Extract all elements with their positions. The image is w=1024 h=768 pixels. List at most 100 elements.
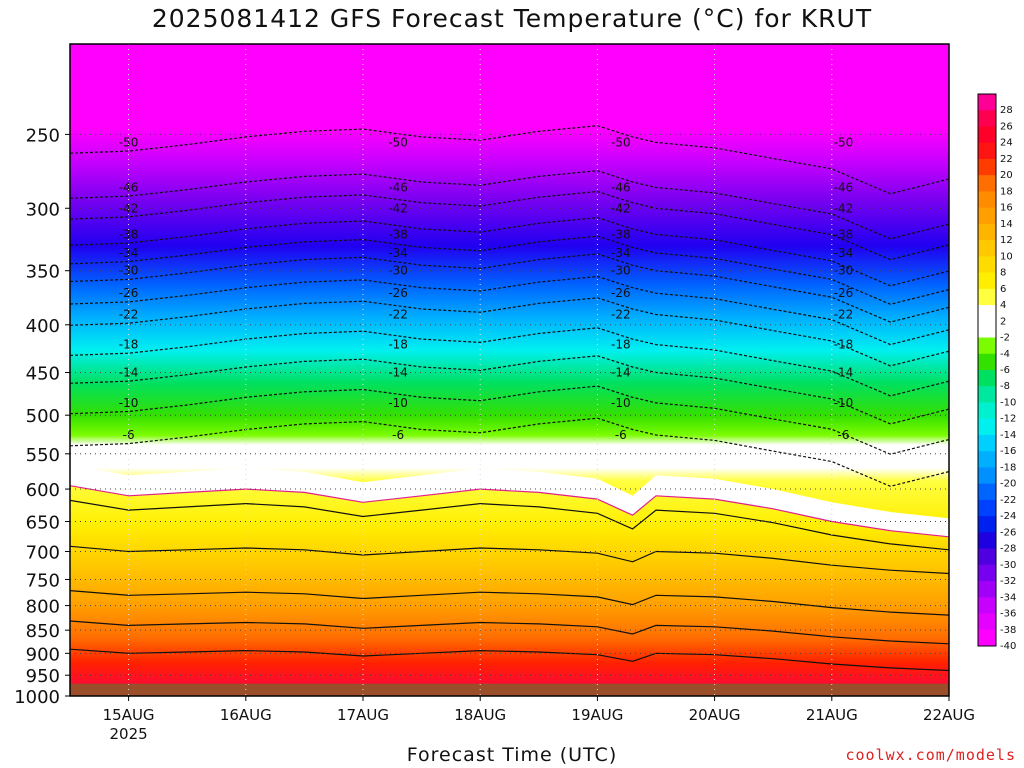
contour-line xyxy=(70,545,949,575)
colorbar-swatch xyxy=(978,629,996,647)
x-tick-sublabel: 2025 xyxy=(110,725,148,743)
colorbar-swatch xyxy=(978,532,996,550)
y-tick-label: 300 xyxy=(26,199,60,220)
colorbar-label: 26 xyxy=(1000,121,1013,132)
colorbar-swatch xyxy=(978,191,996,209)
x-tick-label: 18AUG xyxy=(454,706,506,724)
colorbar-label: -10 xyxy=(1000,397,1016,408)
contour-label: -38 xyxy=(388,227,408,241)
y-tick-label: 750 xyxy=(26,570,60,591)
y-tick-label: 900 xyxy=(26,644,60,665)
contour-label: -6 xyxy=(838,428,850,442)
colorbar-swatch xyxy=(978,158,996,176)
contour-label: -26 xyxy=(834,286,854,300)
colorbar-label: -28 xyxy=(1000,544,1016,555)
contour-label: -50 xyxy=(119,135,139,149)
contour-label: -10 xyxy=(388,396,408,410)
contour-label: -18 xyxy=(388,338,408,352)
y-tick-label: 450 xyxy=(26,364,60,385)
plot-frame xyxy=(69,43,950,697)
y-tick-label: 400 xyxy=(26,316,60,337)
colorbar-label: 10 xyxy=(1000,251,1013,262)
colorbar-swatch xyxy=(978,516,996,533)
colorbar-swatch xyxy=(978,597,996,615)
contour-label: -18 xyxy=(834,338,854,352)
contour-label: -46 xyxy=(611,180,631,194)
contour-label: -50 xyxy=(388,135,408,149)
contour-line xyxy=(70,190,949,261)
y-tick-label: 950 xyxy=(26,666,60,687)
colorbar-swatch xyxy=(978,418,996,436)
colorbar-label: 12 xyxy=(1000,235,1013,246)
colorbar-swatch xyxy=(978,272,996,290)
colorbar-label: -22 xyxy=(1000,495,1016,506)
y-tick-label: 250 xyxy=(26,125,60,146)
colorbar-label: -8 xyxy=(1000,381,1010,392)
credit-link[interactable]: coolwx.com/models xyxy=(845,746,1016,764)
colorbar-swatch xyxy=(978,110,996,127)
contour-label: -18 xyxy=(611,338,631,352)
colorbar-swatch xyxy=(978,321,996,339)
contour-label: -26 xyxy=(388,286,408,300)
contour-label: -22 xyxy=(611,308,631,322)
x-tick-label: 16AUG xyxy=(220,706,272,724)
colorbar-label: 14 xyxy=(1000,219,1013,230)
y-tick-label: 550 xyxy=(26,445,60,466)
colorbar-swatch xyxy=(978,175,996,192)
colorbar-label: -38 xyxy=(1000,625,1016,636)
contour-label: -14 xyxy=(388,366,408,380)
freezing-band xyxy=(70,464,949,537)
colorbar-label: -12 xyxy=(1000,414,1016,425)
colorbar-frame xyxy=(977,93,997,647)
contour-line xyxy=(70,216,949,287)
freezing-line xyxy=(70,485,949,538)
colorbar-label: 18 xyxy=(1000,186,1013,197)
contour-label: -14 xyxy=(119,366,139,380)
contour-label: -38 xyxy=(834,227,854,241)
y-tick-label: 700 xyxy=(26,543,60,564)
x-tick-label: 17AUG xyxy=(337,706,389,724)
x-tick-label: 19AUG xyxy=(571,706,623,724)
colorbar-label: -20 xyxy=(1000,479,1016,490)
contour-line xyxy=(70,235,949,305)
colorbar-label: -6 xyxy=(1000,365,1010,376)
ground-area xyxy=(70,683,949,696)
colorbar-swatch xyxy=(978,581,996,598)
y-tick-label: 800 xyxy=(26,597,60,618)
colorbar-swatch xyxy=(978,94,996,111)
contour-label: -10 xyxy=(611,396,631,410)
colorbar-label: 20 xyxy=(1000,170,1013,181)
contour-label: -10 xyxy=(834,396,854,410)
contour-label: -50 xyxy=(611,135,631,149)
colorbar-label: 2 xyxy=(1000,316,1006,327)
contour-line xyxy=(70,417,949,487)
contour-label: -14 xyxy=(834,366,854,380)
x-axis-title: Forecast Time (UTC) xyxy=(406,744,618,766)
colorbar-swatch xyxy=(978,126,996,144)
colorbar-label: -2 xyxy=(1000,333,1010,344)
colorbar-swatch xyxy=(978,288,996,306)
contour-line xyxy=(70,590,949,616)
colorbar-label: -14 xyxy=(1000,430,1016,441)
x-tick-label: 21AUG xyxy=(806,706,858,724)
colorbar-swatch xyxy=(978,223,996,241)
colorbar-swatch xyxy=(978,256,996,274)
contour-label: -42 xyxy=(834,201,854,215)
y-tick-label: 850 xyxy=(26,621,60,642)
colorbar-label: -40 xyxy=(1000,641,1016,652)
contour-label: -22 xyxy=(834,308,854,322)
contour-line xyxy=(70,499,949,551)
contour-label: -6 xyxy=(615,428,627,442)
colorbar-label: 16 xyxy=(1000,203,1013,214)
colorbar-swatch xyxy=(978,548,996,566)
colorbar-swatch xyxy=(978,207,996,225)
contour-label: -30 xyxy=(119,264,139,278)
contour-line xyxy=(70,125,949,195)
colorbar-label: -36 xyxy=(1000,609,1016,620)
contour-label: -46 xyxy=(388,180,408,194)
colorbar-swatch xyxy=(978,337,996,355)
x-tick-label: 20AUG xyxy=(689,706,741,724)
colorbar-label: -34 xyxy=(1000,592,1016,603)
colorbar-label: 28 xyxy=(1000,105,1013,116)
